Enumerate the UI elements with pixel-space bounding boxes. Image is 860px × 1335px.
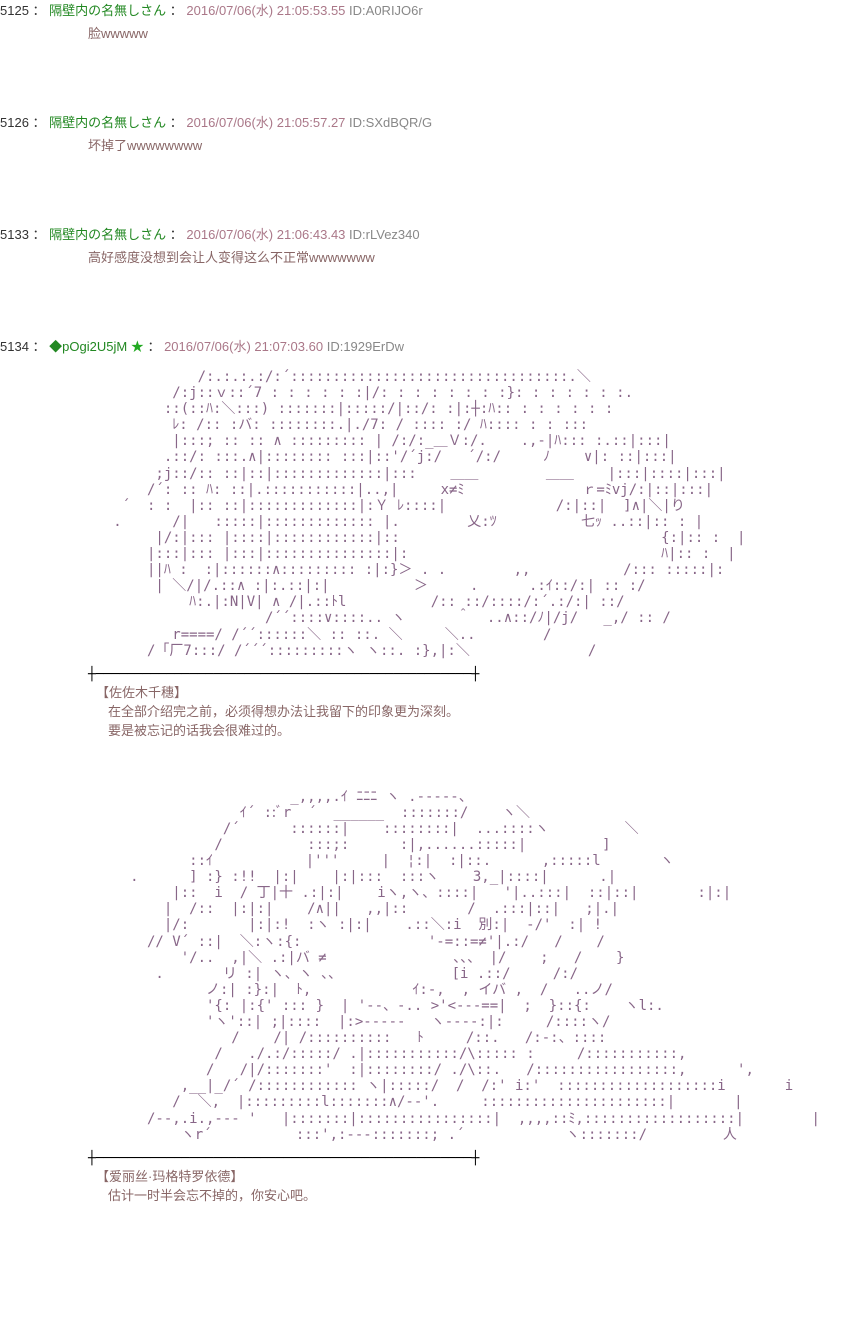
post-number: 5133 xyxy=(0,227,29,242)
post-star-icon: ★ xyxy=(131,339,144,354)
post-id: ID:rLVez340 xyxy=(349,227,420,242)
separator: ： xyxy=(29,3,49,18)
post-header: 5126 ： 隔壁内の名無しさん ： 2016/07/06(水) 21:05:5… xyxy=(0,112,860,131)
post-name: 隔壁内の名無しさん xyxy=(49,3,166,18)
separator: ： xyxy=(144,339,164,354)
separator: ： xyxy=(29,115,49,130)
character-name: 【爱丽丝·玛格特罗依德】 xyxy=(96,1166,860,1185)
post-name: 隔壁内の名無しさん xyxy=(49,227,166,242)
separator: ： xyxy=(29,339,49,354)
post-5126: 5126 ： 隔壁内の名無しさん ： 2016/07/06(水) 21:05:5… xyxy=(0,112,860,154)
character-name: 【佐佐木千穗】 xyxy=(96,682,860,701)
post-date: 2016/07/06(水) 21:06:43.43 xyxy=(186,227,345,242)
post-body: 高好感度没想到会让人变得这么不正常wwwwwww xyxy=(88,247,860,266)
separator: ： xyxy=(29,227,49,242)
post-number: 5126 xyxy=(0,115,29,130)
post-body: 脸wwwww xyxy=(88,23,860,42)
post-id: ID:A0RIJO6r xyxy=(349,3,423,18)
post-body: 坏掉了wwwwwwww xyxy=(88,135,860,154)
post-number: 5125 xyxy=(0,3,29,18)
dialogue-line: 要是被忘记的话我会很难过的。 xyxy=(108,720,860,739)
post-id: ID:SXdBQR/G xyxy=(349,115,432,130)
post-5125: 5125 ： 隔壁内の名無しさん ： 2016/07/06(水) 21:05:5… xyxy=(0,0,860,42)
divider-line: ┼───────────────────────────────────────… xyxy=(88,1151,860,1166)
post-header: 5125 ： 隔壁内の名無しさん ： 2016/07/06(水) 21:05:5… xyxy=(0,0,860,19)
post-date: 2016/07/06(水) 21:05:53.55 xyxy=(186,3,345,18)
post-5134: 5134 ： ◆pOgi2U5jM ★ ： 2016/07/06(水) 21:0… xyxy=(0,336,860,1204)
separator: ： xyxy=(166,115,186,130)
dialogue-line: 在全部介绍完之前，必须得想办法让我留下的印象更为深刻。 xyxy=(108,701,860,720)
ascii-art-2: _,,,,.ｲ ﾆﾆﾆ ヽ .-----、 ｲ´ ::ﾞr ´ ______ :… xyxy=(88,789,860,1143)
post-5133: 5133 ： 隔壁内の名無しさん ： 2016/07/06(水) 21:06:4… xyxy=(0,224,860,266)
post-number: 5134 xyxy=(0,339,29,354)
post-name: 隔壁内の名無しさん xyxy=(49,115,166,130)
post-header: 5134 ： ◆pOgi2U5jM ★ ： 2016/07/06(水) 21:0… xyxy=(0,336,860,355)
ascii-art-1: /:.:.:.:/:´:::::::::::::::::::::::::::::… xyxy=(88,369,860,659)
divider-line: ┼───────────────────────────────────────… xyxy=(88,667,860,682)
separator: ： xyxy=(166,227,186,242)
post-header: 5133 ： 隔壁内の名無しさん ： 2016/07/06(水) 21:06:4… xyxy=(0,224,860,243)
post-id: ID:1929ErDw xyxy=(327,339,404,354)
dialogue-line: 估计一时半会忘不掉的，你安心吧。 xyxy=(108,1185,860,1204)
post-date: 2016/07/06(水) 21:05:57.27 xyxy=(186,115,345,130)
post-date: 2016/07/06(水) 21:07:03.60 xyxy=(164,339,323,354)
separator: ： xyxy=(166,3,186,18)
post-tripcode: ◆pOgi2U5jM xyxy=(49,339,127,354)
